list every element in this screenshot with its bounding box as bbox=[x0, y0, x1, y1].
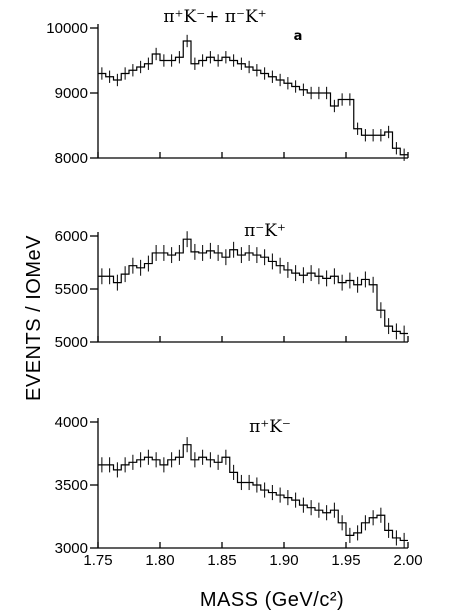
y-tick-label: 3000 bbox=[55, 540, 88, 557]
x-axis-title: MASS (GeV/c²) bbox=[200, 589, 344, 611]
y-tick-label: 5000 bbox=[55, 334, 88, 351]
y-tick-label: 5500 bbox=[55, 281, 88, 298]
y-tick-label: 3500 bbox=[55, 477, 88, 494]
x-tick-label: 1.85 bbox=[207, 552, 236, 569]
histogram-steps bbox=[98, 40, 408, 156]
y-tick-label: 10000 bbox=[46, 20, 88, 37]
y-tick-label: 8000 bbox=[55, 150, 88, 167]
panel-title: π⁺K⁻+ π⁻K⁺ bbox=[163, 7, 266, 27]
x-tick-label: 1.90 bbox=[269, 552, 298, 569]
x-tick-label: 1.80 bbox=[145, 552, 174, 569]
x-tick-label: 1.75 bbox=[83, 552, 112, 569]
x-tick-label: 1.95 bbox=[331, 552, 360, 569]
panel-letter: a bbox=[294, 29, 303, 44]
y-tick-label: 4000 bbox=[55, 414, 88, 431]
histogram-steps bbox=[98, 238, 408, 335]
histogram-steps bbox=[98, 444, 408, 542]
y-tick-label: 9000 bbox=[55, 85, 88, 102]
y-tick-label: 6000 bbox=[55, 228, 88, 245]
panel-title: π⁺K⁻ bbox=[249, 417, 291, 437]
y-axis-title: EVENTS / IOMeV bbox=[23, 235, 45, 401]
panel-title: π⁻K⁺ bbox=[244, 221, 286, 241]
x-tick-label: 2.00 bbox=[393, 552, 422, 569]
